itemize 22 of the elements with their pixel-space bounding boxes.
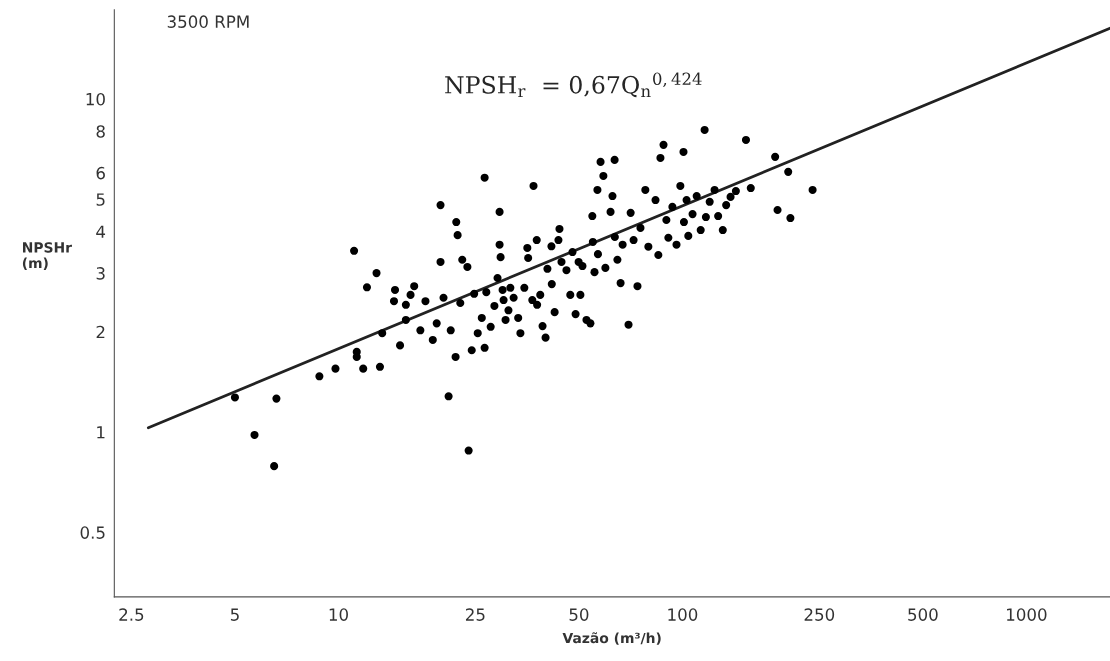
y-tick-label: 2 [96, 325, 105, 339]
y-tick-label: 0.5 [80, 526, 105, 539]
x-tick-label: 1000 [1007, 608, 1047, 621]
y-tick-label: 5 [96, 193, 105, 206]
x-tick-label: 100 [668, 608, 698, 621]
y-tick-label: 1 [97, 426, 105, 439]
y-tick-label: 8 [96, 125, 105, 138]
x-tick-label: 10 [329, 608, 348, 621]
y-tick-label: 6 [96, 166, 105, 180]
y-tick-label: 3 [96, 267, 105, 280]
annotation: NPSH$_{r}$ = 0,67Q$_{n}$$^{0,424}$ [445, 72, 702, 98]
y-tick-label: 4 [96, 225, 106, 238]
x-tick-label: 25 [465, 608, 485, 621]
x-tick-label: 50 [569, 608, 589, 621]
y-tick-label: 10 [86, 92, 105, 106]
x-tick-label: 250 [804, 608, 835, 621]
y-axis-title: NPSHr (m) [22, 242, 72, 270]
x-tick-label: 5 [230, 608, 239, 621]
annotation: 3500 RPM [167, 15, 249, 28]
x-tick-label: 500 [908, 608, 938, 621]
x-tick-label: 2.5 [119, 608, 144, 621]
x-axis-title: Vazão (m³/h) [562, 632, 661, 645]
